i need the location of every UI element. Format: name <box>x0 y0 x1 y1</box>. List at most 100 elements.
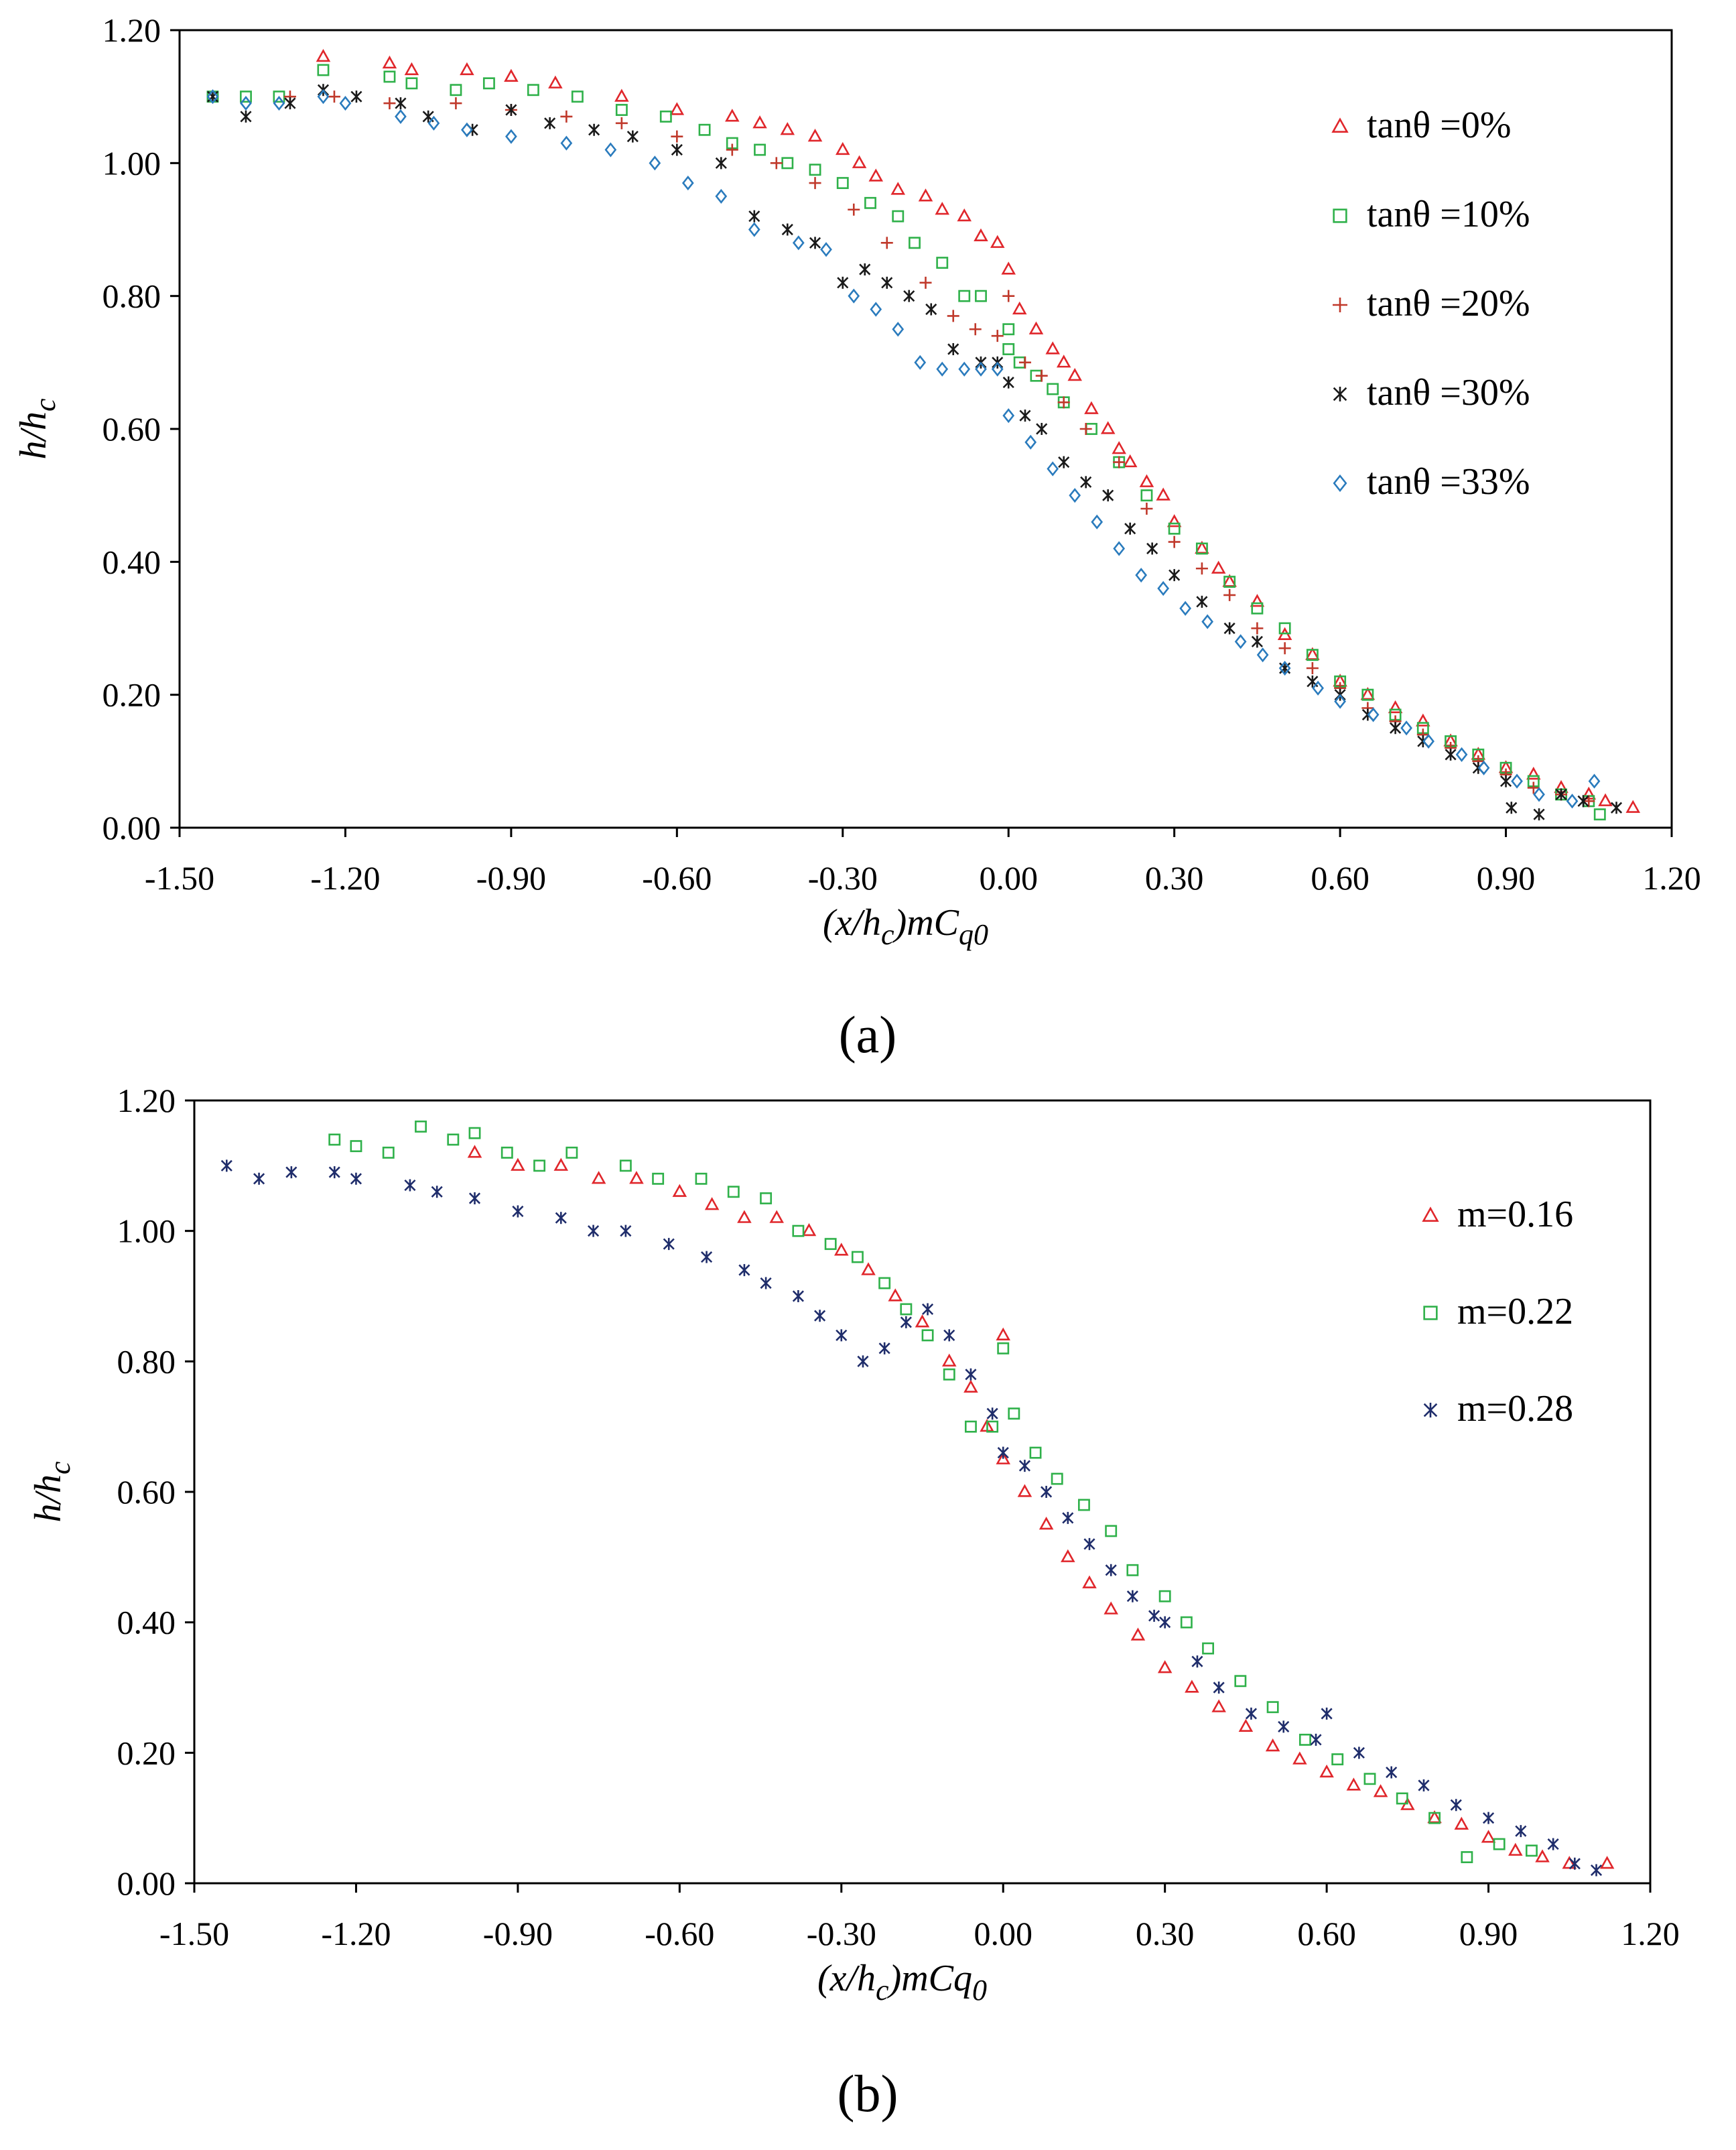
data-point <box>669 102 685 115</box>
data-point <box>769 1210 784 1223</box>
data-point <box>468 1127 481 1139</box>
data-point <box>1135 568 1148 583</box>
x-tick-label: 0.00 <box>979 859 1038 897</box>
data-point <box>965 1368 977 1381</box>
data-point <box>382 1146 395 1159</box>
data-point <box>900 1303 913 1316</box>
data-point <box>809 177 821 190</box>
y-tick-label: 0.80 <box>117 1342 176 1380</box>
x-tick-labels-b: -1.50 -1.20 -0.90 -0.60 -0.30 0.00 0.30 0.60 0.9… <box>159 1915 1680 1952</box>
data-point <box>1002 376 1014 389</box>
data-point <box>1547 1838 1559 1850</box>
data-point <box>1157 580 1170 596</box>
x-tick-label: -0.60 <box>645 1915 714 1952</box>
data-point <box>1202 1642 1215 1655</box>
data-point <box>1251 602 1264 615</box>
legend-b: m=0.16 m=0.22 m=0.28 <box>1422 1194 1573 1430</box>
data-point <box>1102 489 1114 502</box>
data-point <box>505 129 517 144</box>
data-point <box>1062 1511 1074 1524</box>
data-point <box>383 97 396 110</box>
legend-label: m=0.22 <box>1457 1291 1573 1332</box>
data-point <box>1012 301 1027 315</box>
y-tick-label: 1.20 <box>117 1082 176 1119</box>
data-point <box>652 1172 665 1185</box>
x-tick-label: -0.30 <box>808 859 878 897</box>
data-point <box>888 1288 903 1302</box>
data-point <box>1319 1764 1334 1778</box>
y-axis-title-b: h/hc <box>27 1461 76 1523</box>
data-point <box>1122 454 1138 468</box>
data-point <box>1593 808 1606 821</box>
data-point <box>415 1120 427 1133</box>
data-point <box>560 135 573 151</box>
data-point <box>405 77 418 90</box>
data-point <box>571 90 584 103</box>
data-point <box>206 90 219 103</box>
data-point <box>1223 576 1236 588</box>
data-point <box>1223 622 1236 635</box>
data-point <box>878 1342 890 1354</box>
data-point <box>619 1159 632 1172</box>
data-point <box>943 1329 955 1342</box>
legend-label: tanθ =20% <box>1367 283 1530 324</box>
data-point <box>809 237 821 249</box>
data-point <box>1321 1707 1333 1720</box>
data-point <box>1386 1766 1398 1779</box>
data-point <box>935 202 950 215</box>
legend-marker <box>1333 387 1347 401</box>
data-point <box>1058 456 1070 468</box>
data-point <box>1292 1751 1307 1765</box>
data-point <box>553 1157 569 1171</box>
data-point <box>1051 1472 1063 1485</box>
x-tick-marks-a <box>170 29 1673 837</box>
data-point <box>1082 1575 1097 1588</box>
data-point <box>1211 1699 1226 1712</box>
data-point <box>447 1133 460 1146</box>
data-point <box>395 109 407 124</box>
data-point <box>1166 514 1182 527</box>
data-point <box>533 1159 546 1172</box>
data-point <box>1599 1856 1615 1869</box>
x-tick-label: -0.60 <box>642 859 712 897</box>
data-point <box>861 1262 876 1275</box>
data-point <box>820 242 832 257</box>
x-axis-title-b-sub1: c <box>876 1974 889 2007</box>
data-point <box>1139 474 1154 487</box>
data-point <box>1396 1792 1408 1805</box>
data-point <box>997 1446 1009 1459</box>
series-2 <box>328 1120 1538 1864</box>
data-point <box>698 123 711 136</box>
data-point <box>1535 1849 1550 1862</box>
x-axis-title-a-sub2: q0 <box>959 918 988 951</box>
y-tick-label: 0.60 <box>103 410 161 448</box>
panel-a: tanθ =0% tanθ =10% tanθ =20% tanθ =30% tanθ … <box>13 11 1701 1064</box>
data-point <box>649 155 661 171</box>
data-point <box>958 361 971 377</box>
x-axis-title-a-base: (x/h <box>823 902 881 944</box>
data-point <box>1388 700 1403 714</box>
data-point <box>880 237 893 249</box>
data-point <box>555 1212 567 1224</box>
x-tick-label: 0.30 <box>1136 1915 1195 1952</box>
data-point <box>1312 680 1324 696</box>
data-point <box>1577 795 1589 808</box>
data-point <box>918 188 933 202</box>
data-point <box>1100 421 1116 434</box>
data-point <box>240 90 252 103</box>
x-axis-title-a-sub1: c <box>881 918 894 951</box>
data-point <box>450 97 462 110</box>
data-point <box>240 96 252 111</box>
data-point <box>1555 788 1567 801</box>
data-point <box>1306 662 1319 674</box>
data-point <box>1018 356 1031 369</box>
data-point <box>1400 720 1412 736</box>
data-point <box>1588 773 1601 789</box>
data-point <box>1041 1486 1053 1498</box>
data-point <box>792 1290 804 1302</box>
data-point <box>1527 781 1540 794</box>
data-point <box>404 1179 416 1192</box>
data-point <box>1069 488 1081 503</box>
data-point <box>316 49 331 62</box>
data-point <box>748 222 760 237</box>
